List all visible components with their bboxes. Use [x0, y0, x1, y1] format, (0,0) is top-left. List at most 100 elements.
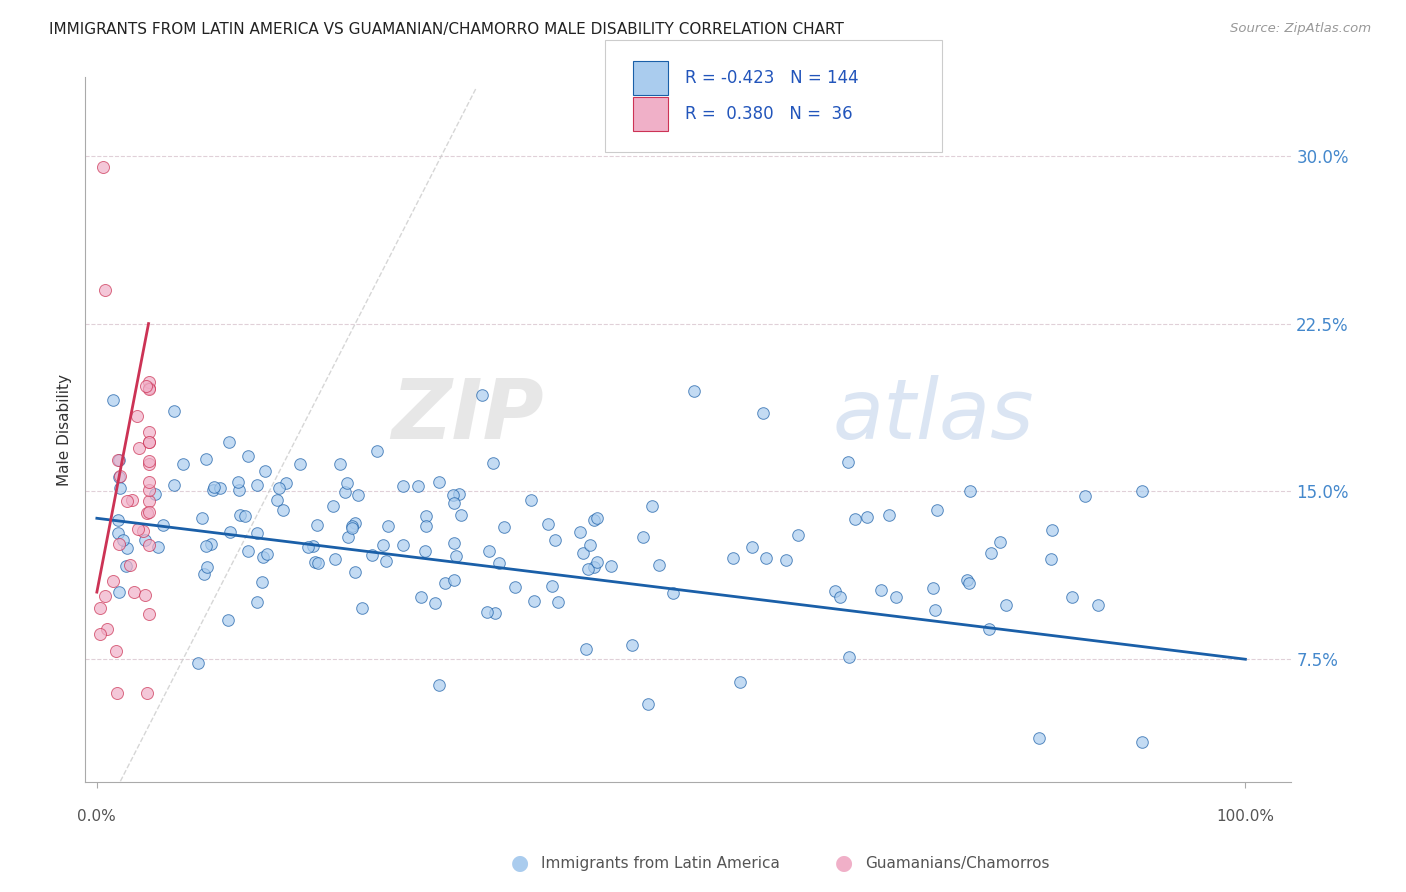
Point	[637, 697, 659, 711]
Point	[138, 376, 160, 390]
Point	[541, 579, 564, 593]
Point	[138, 434, 160, 449]
Point	[135, 686, 157, 700]
Point	[193, 567, 215, 582]
Point	[121, 493, 143, 508]
Text: IMMIGRANTS FROM LATIN AMERICA VS GUAMANIAN/CHAMORRO MALE DISABILITY CORRELATION : IMMIGRANTS FROM LATIN AMERICA VS GUAMANI…	[49, 22, 844, 37]
Point	[413, 544, 436, 558]
Point	[925, 502, 948, 516]
Point	[195, 451, 218, 466]
Point	[477, 605, 499, 619]
Point	[755, 550, 778, 565]
Point	[246, 526, 269, 541]
Point	[544, 533, 567, 548]
Point	[108, 585, 131, 599]
Point	[1028, 731, 1050, 745]
Point	[115, 493, 138, 508]
Point	[406, 479, 429, 493]
Point	[246, 478, 269, 492]
Point	[391, 479, 413, 493]
Point	[600, 558, 623, 573]
Point	[101, 393, 124, 408]
Point	[373, 538, 395, 552]
Point	[233, 509, 256, 524]
Point	[122, 584, 145, 599]
Point	[323, 551, 346, 566]
Point	[492, 520, 515, 534]
Text: 0.0%: 0.0%	[77, 809, 117, 824]
Point	[366, 444, 388, 458]
Point	[787, 527, 810, 541]
Point	[423, 596, 446, 610]
Point	[134, 588, 156, 602]
Point	[377, 519, 399, 533]
Point	[138, 382, 160, 396]
Text: R =  0.380   N =  36: R = 0.380 N = 36	[685, 105, 852, 123]
Point	[101, 574, 124, 588]
Point	[340, 518, 363, 533]
Point	[201, 483, 224, 497]
Point	[585, 511, 607, 525]
Point	[828, 590, 851, 604]
Point	[346, 488, 368, 502]
Point	[443, 573, 465, 587]
Point	[208, 481, 231, 495]
Point	[956, 573, 979, 587]
Point	[152, 517, 174, 532]
Point	[336, 530, 359, 544]
Point	[94, 589, 117, 603]
Point	[1040, 523, 1063, 537]
Point	[297, 540, 319, 554]
Point	[107, 513, 129, 527]
Point	[136, 506, 159, 520]
Point	[648, 558, 671, 572]
Point	[1087, 599, 1109, 613]
Point	[138, 454, 160, 468]
Point	[138, 425, 160, 439]
Point	[307, 556, 329, 570]
Point	[576, 562, 599, 576]
Point	[537, 516, 560, 531]
Point	[138, 493, 160, 508]
Point	[957, 575, 980, 590]
Point	[877, 508, 900, 522]
Point	[108, 468, 131, 483]
Point	[238, 544, 260, 558]
Point	[335, 485, 357, 500]
Point	[583, 560, 606, 574]
Point	[105, 644, 128, 658]
Point	[138, 458, 160, 472]
Point	[471, 388, 494, 402]
Point	[250, 574, 273, 589]
Point	[990, 534, 1012, 549]
Point	[721, 551, 744, 566]
Point	[266, 492, 288, 507]
Point	[503, 580, 526, 594]
Text: Immigrants from Latin America: Immigrants from Latin America	[541, 856, 780, 871]
Point	[138, 381, 160, 395]
Point	[520, 493, 543, 508]
Point	[172, 457, 194, 471]
Point	[143, 486, 166, 500]
Point	[307, 518, 329, 533]
Point	[375, 554, 398, 568]
Text: Source: ZipAtlas.com: Source: ZipAtlas.com	[1230, 22, 1371, 36]
Point	[256, 547, 278, 561]
Point	[200, 537, 222, 551]
Point	[138, 435, 160, 450]
Point	[391, 538, 413, 552]
Point	[662, 586, 685, 600]
Point	[131, 524, 153, 538]
Point	[107, 452, 129, 467]
Point	[271, 503, 294, 517]
Point	[202, 480, 225, 494]
Point	[1130, 484, 1153, 499]
Point	[361, 549, 384, 563]
Point	[343, 566, 366, 580]
Point	[449, 487, 471, 501]
Point	[107, 469, 129, 483]
Point	[579, 538, 602, 552]
Point	[741, 540, 763, 554]
Text: atlas: atlas	[834, 376, 1035, 457]
Point	[229, 508, 252, 522]
